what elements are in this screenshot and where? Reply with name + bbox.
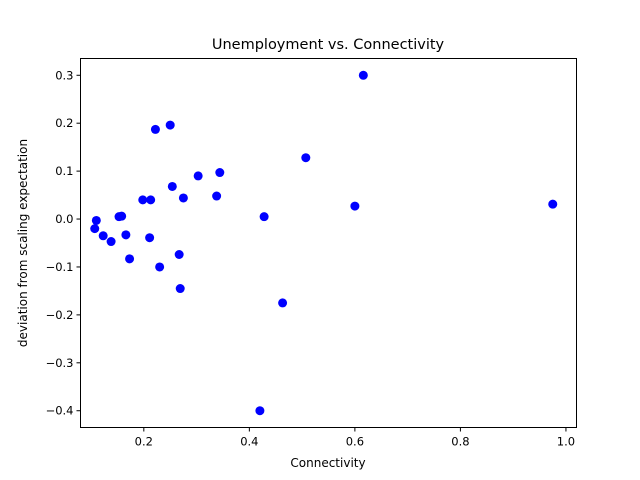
- x-tick-label: 0.6: [346, 435, 364, 449]
- data-point: [98, 231, 108, 241]
- data-point: [155, 262, 165, 272]
- data-point: [138, 195, 148, 205]
- data-point: [212, 191, 222, 201]
- plot-area: 0.2 0.4 0.6 0.8 1.0 −0.4 −0.3 −0.2 −0.1 0.0 0.1 0.…: [46, 58, 577, 449]
- data-point: [193, 171, 203, 181]
- data-point: [91, 215, 101, 225]
- y-tick-label: −0.2: [46, 308, 74, 322]
- data-point: [106, 237, 116, 247]
- data-point: [215, 168, 225, 178]
- data-point: [167, 181, 177, 191]
- y-tick-label: 0.1: [55, 164, 73, 178]
- y-axis-label: deviation from scaling expectation: [16, 139, 30, 347]
- data-point: [178, 193, 188, 203]
- data-point: [117, 211, 127, 221]
- data-point: [121, 230, 131, 240]
- y-axis: −0.4 −0.3 −0.2 −0.1 0.0 0.1 0.2 0.3: [46, 68, 81, 418]
- data-points: [90, 70, 558, 416]
- data-point: [174, 250, 184, 260]
- plot-frame: [80, 58, 577, 428]
- x-axis: 0.2 0.4 0.6 0.8 1.0: [135, 427, 575, 449]
- data-point: [255, 406, 265, 416]
- data-point: [125, 254, 135, 264]
- x-tick-label: 0.8: [451, 435, 469, 449]
- y-tick-label: −0.3: [46, 356, 74, 370]
- x-tick-label: 0.4: [240, 435, 258, 449]
- data-point: [165, 120, 175, 130]
- y-tick-label: −0.1: [46, 260, 74, 274]
- x-axis-label: Connectivity: [290, 456, 365, 470]
- data-point: [259, 212, 269, 222]
- x-tick-label: 1.0: [557, 435, 575, 449]
- data-point: [145, 233, 155, 243]
- data-point: [175, 284, 185, 294]
- data-point: [301, 153, 311, 163]
- data-point: [278, 298, 288, 308]
- data-point: [350, 201, 360, 211]
- data-point: [90, 224, 100, 234]
- y-tick-label: −0.4: [46, 404, 74, 418]
- y-tick-label: 0.2: [55, 116, 73, 130]
- chart-title: Unemployment vs. Connectivity: [212, 37, 445, 53]
- data-point: [150, 124, 160, 134]
- y-tick-label: 0.3: [55, 68, 73, 82]
- data-point: [146, 195, 156, 205]
- data-point: [358, 70, 368, 80]
- y-tick-label: 0.0: [55, 212, 73, 226]
- x-tick-label: 0.2: [135, 435, 153, 449]
- data-point: [548, 199, 558, 209]
